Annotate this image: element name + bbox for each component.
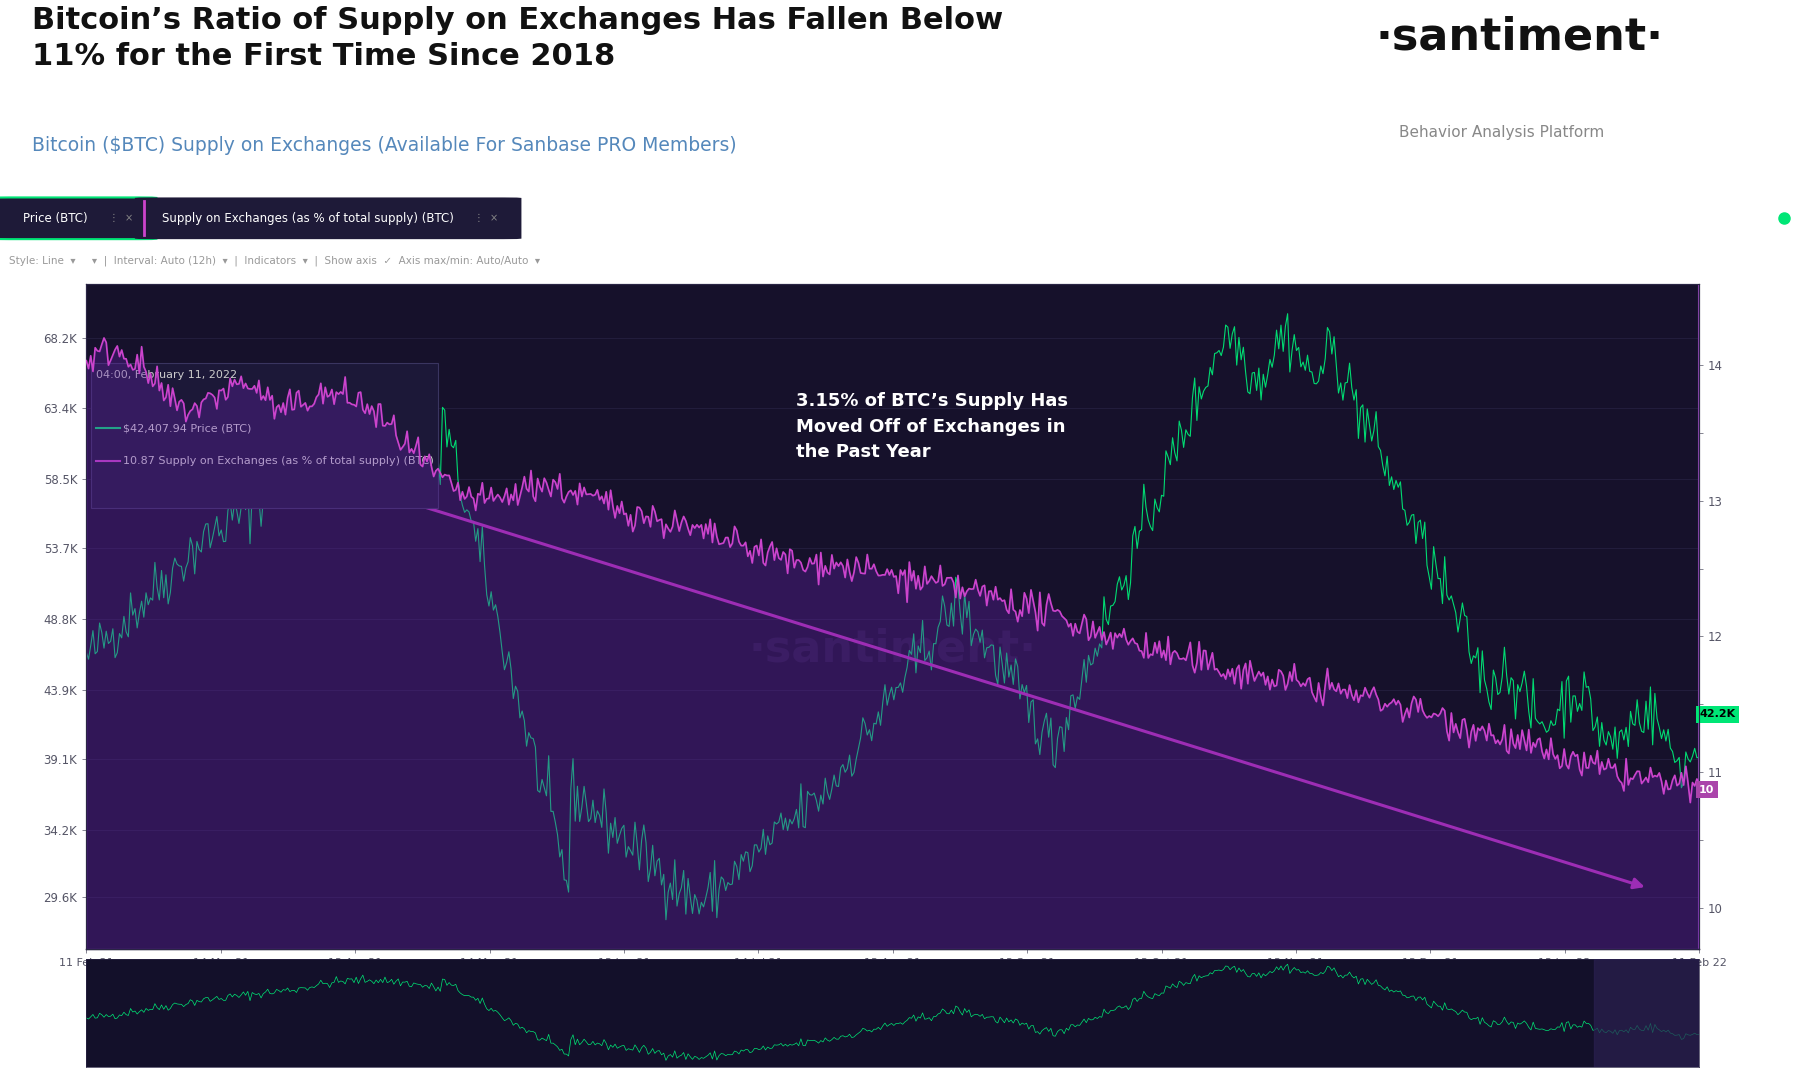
Text: Price (BTC): Price (BTC) bbox=[23, 211, 88, 225]
FancyBboxPatch shape bbox=[92, 363, 439, 508]
Text: ⋮  ×: ⋮ × bbox=[475, 213, 498, 223]
Text: Bitcoin’s Ratio of Supply on Exchanges Has Fallen Below
11% for the First Time S: Bitcoin’s Ratio of Supply on Exchanges H… bbox=[32, 5, 1003, 71]
Text: 42.2K: 42.2K bbox=[1699, 709, 1735, 719]
Text: $42,407.94 Price (BTC): $42,407.94 Price (BTC) bbox=[124, 423, 252, 433]
Text: 3.15% of BTC’s Supply Has
Moved Off of Exchanges in
the Past Year: 3.15% of BTC’s Supply Has Moved Off of E… bbox=[797, 392, 1068, 461]
Text: 10.87 Supply on Exchanges (as % of total supply) (BTC): 10.87 Supply on Exchanges (as % of total… bbox=[124, 456, 433, 467]
Text: Style: Line  ▾     ▾  |  Interval: Auto (12h)  ▾  |  Indicators  ▾  |  Show axis: Style: Line ▾ ▾ | Interval: Auto (12h) ▾… bbox=[9, 255, 539, 265]
Text: ⋮  ×: ⋮ × bbox=[110, 213, 133, 223]
Text: ·santiment·: ·santiment· bbox=[748, 627, 1037, 671]
Bar bbox=[1595, 959, 1699, 1067]
Text: Supply on Exchanges (as % of total supply) (BTC): Supply on Exchanges (as % of total suppl… bbox=[162, 211, 453, 225]
Text: 10: 10 bbox=[1699, 785, 1715, 794]
Text: 04:00, February 11, 2022: 04:00, February 11, 2022 bbox=[95, 370, 237, 381]
FancyBboxPatch shape bbox=[135, 197, 521, 239]
FancyBboxPatch shape bbox=[0, 197, 156, 239]
Text: Behavior Analysis Platform: Behavior Analysis Platform bbox=[1399, 125, 1604, 140]
Text: Bitcoin ($BTC) Supply on Exchanges (Available For Sanbase PRO Members): Bitcoin ($BTC) Supply on Exchanges (Avai… bbox=[32, 136, 737, 155]
Text: ·santiment·: ·santiment· bbox=[1375, 15, 1663, 58]
